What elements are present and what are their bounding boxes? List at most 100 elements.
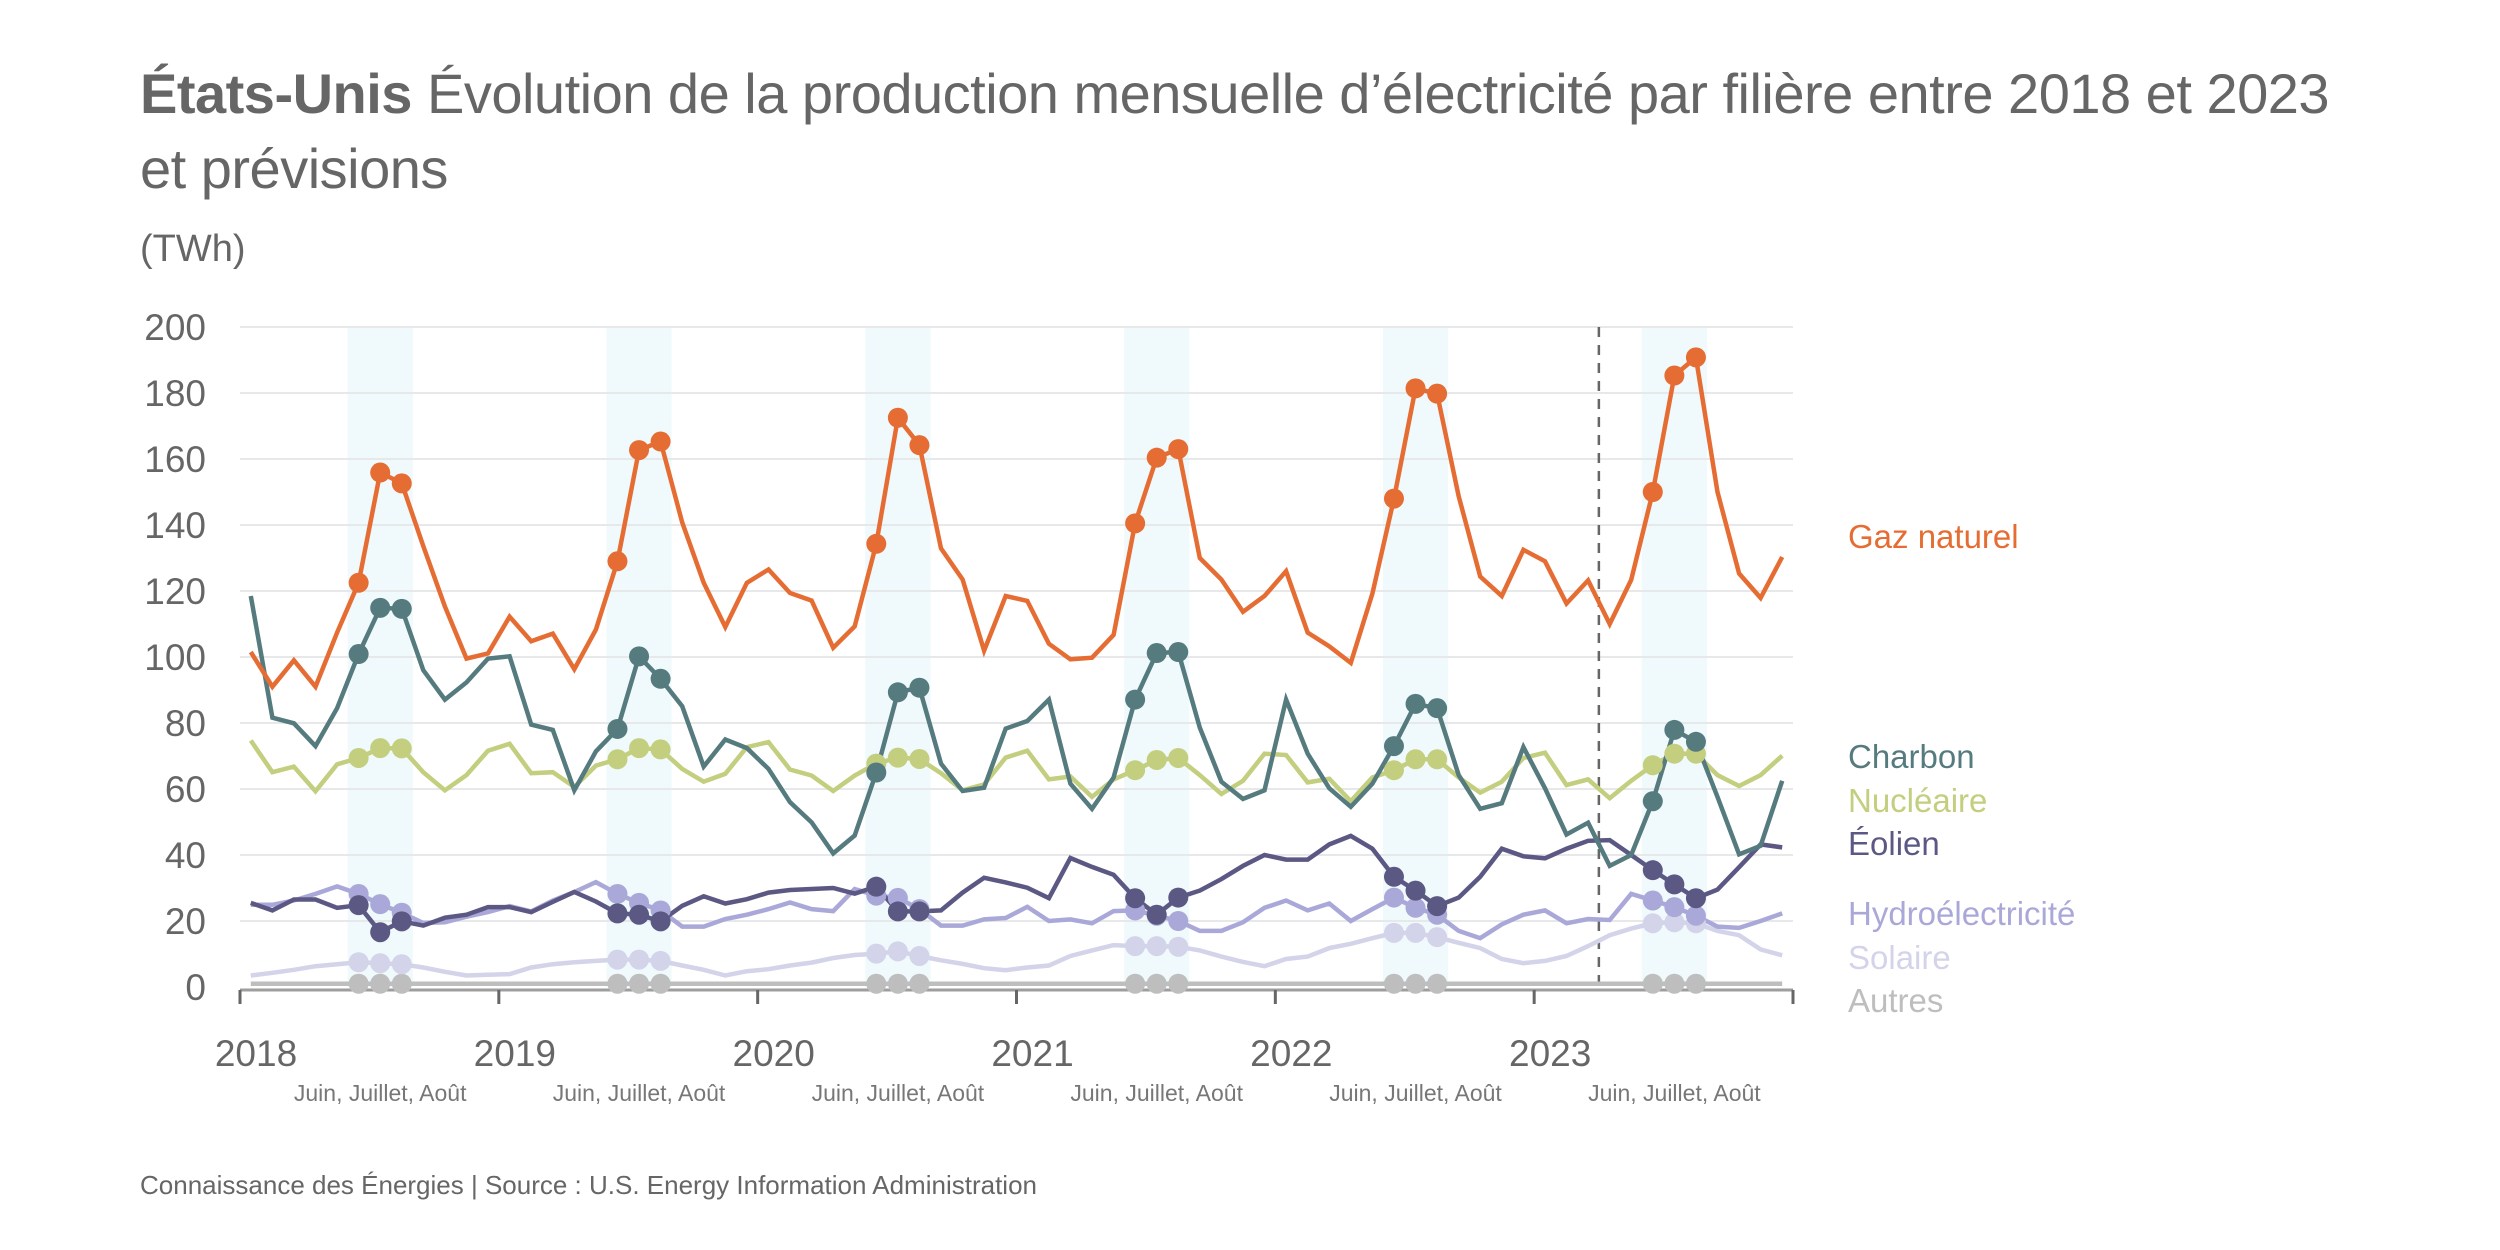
- series-lines: [248, 353, 1785, 986]
- data-point: [348, 973, 369, 994]
- chart-title: États-Unis Évolution de la production me…: [140, 56, 2340, 206]
- data-point: [1685, 347, 1706, 368]
- data-point: [1168, 747, 1189, 768]
- data-point: [1146, 749, 1167, 770]
- data-point: [1664, 973, 1685, 994]
- data-point: [909, 945, 930, 966]
- data-point: [607, 551, 628, 572]
- data-point: [1642, 890, 1663, 911]
- data-point: [1405, 973, 1426, 994]
- data-point: [909, 748, 930, 769]
- data-point: [1642, 791, 1663, 812]
- summer-markers: [348, 347, 1706, 994]
- data-point: [348, 572, 369, 593]
- x-tick-label: 2022: [1250, 1033, 1332, 1074]
- data-point: [391, 473, 412, 494]
- season-label: Juin, Juillet, Août: [294, 1080, 467, 1106]
- data-point: [607, 949, 628, 970]
- gridlines: [240, 326, 1793, 922]
- data-point: [1146, 973, 1167, 994]
- data-point: [629, 949, 650, 970]
- legend-item: Autres: [1848, 982, 1943, 1019]
- data-point: [1125, 689, 1146, 710]
- data-point: [909, 677, 930, 698]
- data-point: [629, 973, 650, 994]
- data-point: [1427, 383, 1448, 404]
- y-axis-ticks: 0 20 40 60 80 100 120 140 160 180 200: [144, 307, 206, 1008]
- data-point: [607, 718, 628, 739]
- data-point: [370, 462, 391, 483]
- y-tick-label: 160: [144, 439, 206, 480]
- x-tick-label: 2023: [1509, 1033, 1591, 1074]
- data-point: [1168, 936, 1189, 957]
- data-point: [887, 747, 908, 768]
- data-point: [370, 922, 391, 943]
- y-tick-label: 0: [185, 967, 206, 1008]
- data-point: [1168, 887, 1189, 908]
- data-point: [866, 762, 887, 783]
- data-point: [370, 894, 391, 915]
- data-point: [1664, 874, 1685, 895]
- y-axis-unit-label: (TWh): [140, 228, 246, 270]
- data-point: [1168, 973, 1189, 994]
- season-label: Juin, Juillet, Août: [812, 1080, 985, 1106]
- x-tick-label: 2021: [991, 1033, 1073, 1074]
- series-line: [250, 833, 1783, 936]
- data-point: [391, 598, 412, 619]
- data-point: [650, 431, 671, 452]
- y-tick-label: 100: [144, 637, 206, 678]
- data-point: [607, 903, 628, 924]
- data-point: [1383, 736, 1404, 757]
- data-point: [348, 952, 369, 973]
- legend-item: Nucléaire: [1848, 782, 1987, 819]
- series-line: [250, 920, 1783, 978]
- data-point: [909, 901, 930, 922]
- data-point: [348, 747, 369, 768]
- data-point: [607, 749, 628, 770]
- data-point: [1125, 760, 1146, 781]
- data-point: [370, 597, 391, 618]
- source-footer: Connaissance des Énergies | Source : U.S…: [140, 1170, 1037, 1200]
- data-point: [1664, 897, 1685, 918]
- data-point: [1146, 936, 1167, 957]
- season-label: Juin, Juillet, Août: [553, 1080, 726, 1106]
- data-point: [1642, 973, 1663, 994]
- data-point: [1642, 860, 1663, 881]
- y-tick-label: 180: [144, 373, 206, 414]
- data-point: [1168, 439, 1189, 460]
- data-point: [887, 682, 908, 703]
- data-point: [1405, 922, 1426, 943]
- legend-item: Hydroélectricité: [1848, 895, 2075, 932]
- data-point: [1125, 888, 1146, 909]
- data-point: [1685, 973, 1706, 994]
- data-point: [909, 973, 930, 994]
- data-point: [650, 973, 671, 994]
- y-tick-label: 80: [165, 703, 206, 744]
- data-point: [1642, 482, 1663, 502]
- data-point: [909, 435, 930, 456]
- y-tick-label: 60: [165, 769, 206, 810]
- y-tick-label: 200: [144, 307, 206, 348]
- data-point: [1685, 888, 1706, 909]
- data-point: [1427, 896, 1448, 917]
- data-point: [650, 950, 671, 971]
- data-point: [1146, 643, 1167, 664]
- data-point: [650, 668, 671, 689]
- data-point: [887, 901, 908, 922]
- x-tick-label: 2020: [733, 1033, 815, 1074]
- season-label: Juin, Juillet, Août: [1070, 1080, 1243, 1106]
- data-point: [1383, 760, 1404, 781]
- x-axis: 2018 Juin, Juillet, Août 2019 Juin, Juillet…: [215, 988, 1795, 1106]
- data-point: [1125, 973, 1146, 994]
- series-line: [248, 595, 1785, 869]
- data-point: [1146, 447, 1167, 468]
- data-point: [887, 973, 908, 994]
- data-point: [348, 644, 369, 665]
- data-point: [866, 973, 887, 994]
- y-tick-label: 120: [144, 571, 206, 612]
- data-point: [391, 973, 412, 994]
- data-point: [866, 533, 887, 554]
- data-point: [1427, 973, 1448, 994]
- data-point: [348, 895, 369, 916]
